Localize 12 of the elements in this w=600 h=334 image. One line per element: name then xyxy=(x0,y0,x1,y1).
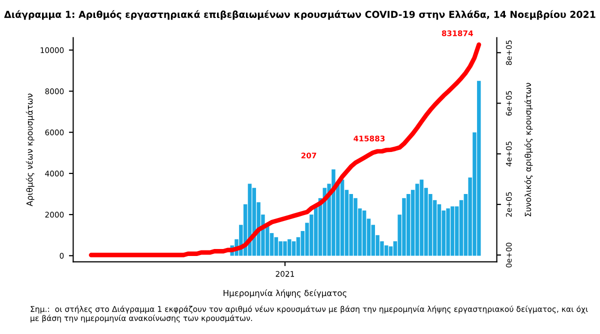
bar xyxy=(437,204,442,256)
line-series xyxy=(88,42,482,258)
bar xyxy=(340,180,344,256)
chart-title: Διάγραμμα 1: Αριθμός εργαστηριακά επιβεβαιωμένων κρουσμάτων COVID-19 στην Ελλάδα, 14 Νοεμβρίου 2021 xyxy=(4,10,596,20)
x-axis-title: Ημερομηνία λήψης δείγματος xyxy=(224,289,346,298)
y-axis-title: Αριθμός νέων κρουσμάτων xyxy=(26,94,34,206)
bar xyxy=(292,241,296,256)
bar xyxy=(384,245,388,256)
bar xyxy=(274,237,278,256)
bar xyxy=(415,184,420,256)
y2-axis-title: Συνολικός αριθμός κρουσμάτων xyxy=(524,82,533,216)
bar xyxy=(362,210,366,256)
